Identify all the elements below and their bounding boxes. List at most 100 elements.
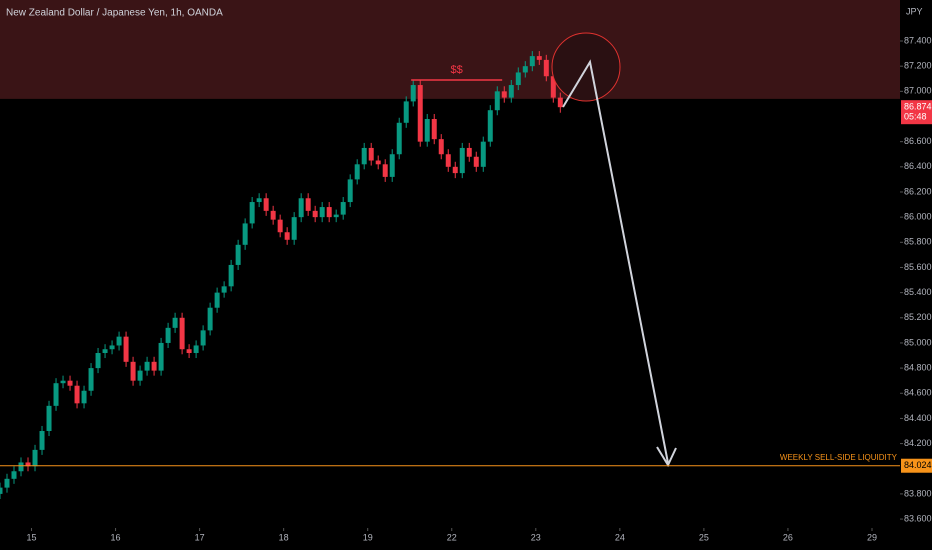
last-price-box: [901, 100, 932, 125]
y-tick-label: 84.800: [904, 362, 932, 372]
y-tick-label: 84.400: [904, 413, 932, 423]
x-tick-label: 17: [195, 532, 205, 542]
candle-body: [277, 219, 283, 233]
candle-body: [438, 139, 444, 155]
x-tick-label: 25: [699, 532, 709, 542]
candle-body: [410, 85, 416, 102]
candle-body: [452, 166, 458, 174]
candle-body: [144, 361, 150, 371]
candle-body: [179, 317, 185, 350]
candle-body: [221, 286, 227, 293]
candle-body: [60, 380, 66, 384]
candle-body: [424, 119, 430, 142]
candle-body: [536, 56, 542, 60]
candle-body: [543, 59, 549, 77]
candle-body: [88, 368, 94, 391]
candle-body: [375, 160, 381, 165]
candle-body: [214, 292, 220, 308]
supply-zone: [0, 0, 900, 99]
candle-body: [319, 207, 325, 218]
arrow-head: [656, 446, 677, 468]
candle-body: [312, 210, 318, 218]
y-tick-label: 86.200: [904, 186, 932, 196]
candle-body: [95, 353, 101, 369]
candle-body: [81, 390, 87, 404]
candle-body: [480, 141, 486, 167]
candle-body: [340, 202, 346, 215]
candle-body: [109, 345, 115, 350]
liquidity-price: 84.024: [904, 460, 932, 470]
y-tick-label: 85.200: [904, 312, 932, 322]
x-tick-label: 26: [783, 532, 793, 542]
candle-body: [284, 232, 290, 240]
candle-body: [53, 383, 59, 406]
currency-label: JPY: [906, 6, 923, 16]
y-tick-label: 85.800: [904, 237, 932, 247]
y-tick-label: 83.800: [904, 488, 932, 498]
candle-body: [165, 327, 171, 343]
candle-body: [207, 307, 213, 331]
candle-body: [11, 471, 17, 479]
candle-body: [529, 56, 535, 67]
candle-body: [382, 164, 388, 177]
x-tick-label: 24: [615, 532, 625, 542]
x-tick-label: 23: [531, 532, 541, 542]
x-tick-label: 22: [447, 532, 457, 542]
candle-body: [130, 361, 136, 381]
mark-layer: [0, 51, 563, 499]
candle-body: [158, 342, 164, 371]
candle-body: [74, 385, 80, 404]
candle-body: [347, 179, 353, 203]
candle-body: [473, 156, 479, 167]
candle-body: [417, 85, 423, 142]
candle-body: [263, 198, 269, 211]
candle-body: [200, 330, 206, 346]
candle-body: [67, 380, 73, 386]
candle-body: [403, 101, 409, 123]
candle-body: [396, 122, 402, 155]
candle-body: [333, 214, 339, 218]
y-tick-label: 85.000: [904, 337, 932, 347]
candle-body: [557, 97, 563, 108]
liquidity-price-box: [901, 458, 932, 473]
y-tick-label: 86.000: [904, 212, 932, 222]
candle-body: [298, 198, 304, 218]
candle-body: [193, 345, 199, 354]
candle-body: [466, 147, 472, 157]
candle-body: [228, 264, 234, 287]
chart-title: New Zealand Dollar / Japanese Yen, 1h, O…: [6, 8, 223, 19]
candle-body: [494, 91, 500, 111]
y-tick-label: 87.400: [904, 35, 932, 45]
candle-body: [326, 207, 332, 218]
candle-body: [4, 478, 10, 488]
candle-body: [431, 119, 437, 140]
y-tick-label: 87.200: [904, 61, 932, 71]
candle-body: [389, 154, 395, 177]
candle-body: [242, 223, 248, 245]
candle-body: [291, 217, 297, 240]
x-tick-label: 15: [27, 532, 37, 542]
x-tick-label: 16: [111, 532, 121, 542]
candle-body: [102, 349, 108, 354]
candle-body: [116, 336, 122, 346]
candle-body: [25, 462, 31, 467]
candle-body: [445, 154, 451, 167]
candle-body: [459, 147, 465, 174]
candle-body: [354, 164, 360, 180]
candle-body: [550, 76, 556, 98]
candle-body: [249, 202, 255, 224]
candle-body: [0, 487, 3, 494]
candle-body: [508, 85, 514, 98]
last-price: 86.874: [904, 102, 932, 112]
candle-body: [522, 66, 528, 73]
candle-body: [270, 210, 276, 220]
y-tick-label: 86.600: [904, 136, 932, 146]
candle-body: [256, 198, 262, 203]
candle-body: [137, 370, 143, 381]
x-tick-label: 19: [363, 532, 373, 542]
candle-body: [368, 147, 374, 161]
y-tick-label: 85.400: [904, 287, 932, 297]
candle-body: [515, 72, 521, 86]
